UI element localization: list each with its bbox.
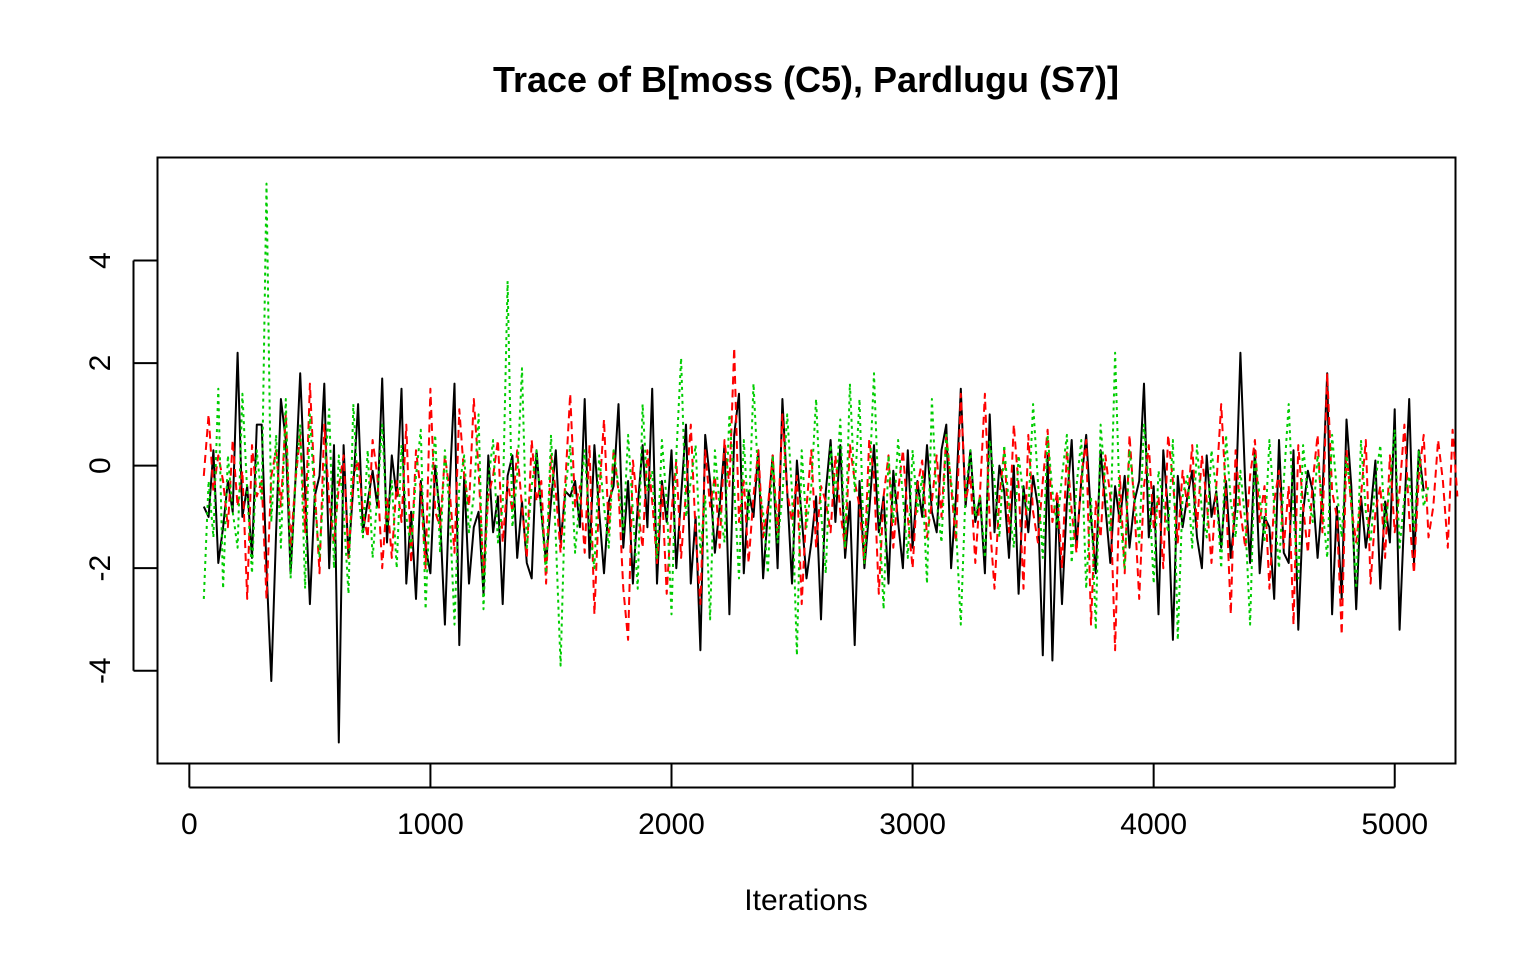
y-tick-label: 0 bbox=[84, 457, 117, 474]
x-tick-label: 2000 bbox=[638, 808, 705, 841]
x-tick-label: 5000 bbox=[1361, 808, 1428, 841]
x-tick-label: 1000 bbox=[397, 808, 464, 841]
y-axis-ticks: -4 -2 0 2 4 bbox=[84, 252, 157, 684]
y-tick-label: -4 bbox=[84, 657, 117, 684]
plot-frame bbox=[156, 156, 1457, 765]
x-tick-label: 0 bbox=[181, 808, 198, 841]
trace-line-chain-3 bbox=[202, 182, 1430, 667]
x-tick-label: 4000 bbox=[1120, 808, 1187, 841]
trace-line-chain-2 bbox=[202, 346, 1459, 652]
trace-line-chain-1 bbox=[202, 351, 1425, 744]
y-tick-label: 2 bbox=[84, 355, 117, 372]
trace-series-group bbox=[202, 182, 1459, 744]
y-tick-label: -2 bbox=[84, 555, 117, 582]
x-axis-ticks: 0 1000 2000 3000 4000 5000 bbox=[181, 764, 1428, 841]
x-axis-label: Iterations bbox=[744, 884, 867, 917]
chart-title: Trace of B[moss (C5), Pardlugu (S7)] bbox=[493, 59, 1119, 100]
x-tick-label: 3000 bbox=[879, 808, 946, 841]
y-tick-label: 4 bbox=[84, 252, 117, 269]
